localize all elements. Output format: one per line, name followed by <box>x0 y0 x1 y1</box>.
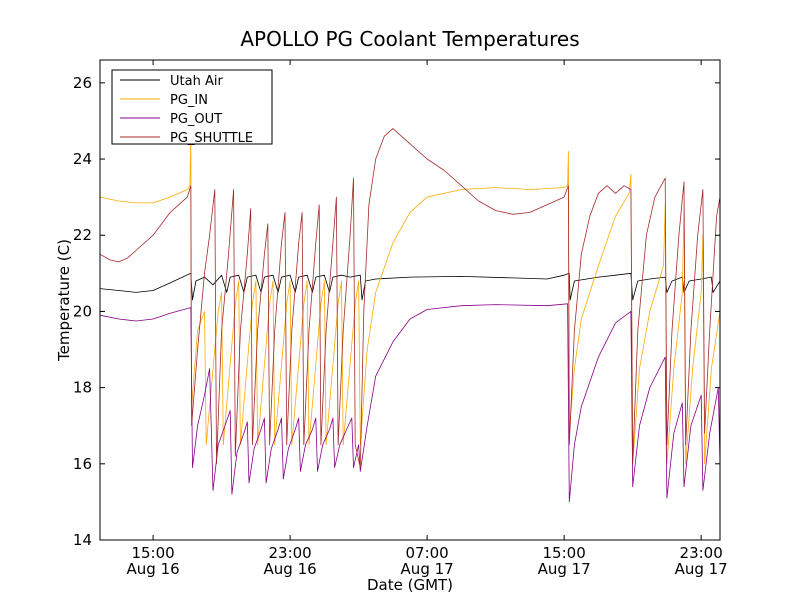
x-tick-label-time: 07:00 <box>406 544 449 562</box>
y-tick-label: 16 <box>73 455 92 473</box>
legend-items: Utah Air PG_IN PG_OUT PG_SHUTTLE <box>120 74 253 146</box>
x-tick-label-date: Aug 17 <box>538 560 591 578</box>
x-tick-label-date: Aug 16 <box>127 560 180 578</box>
x-tick-label-time: 15:00 <box>543 544 586 562</box>
y-tick-label: 18 <box>73 379 92 397</box>
plot-frame <box>99 59 721 541</box>
legend-label: PG_SHUTTLE <box>170 131 253 146</box>
legend-label: Utah Air <box>170 74 223 89</box>
series-layer <box>99 128 721 503</box>
y-tick-label: 24 <box>73 150 92 168</box>
x-tick-label-time: 23:00 <box>268 544 311 562</box>
x-tick-label-date: Aug 17 <box>401 560 454 578</box>
x-tick-label-time: 15:00 <box>131 544 174 562</box>
x-axis-label: Date (GMT) <box>367 576 453 594</box>
y-tick-label: 14 <box>73 531 92 549</box>
y-tick-label: 20 <box>73 302 92 320</box>
legend: Utah Air PG_IN PG_OUT PG_SHUTTLE <box>111 69 273 146</box>
y-axis-label: Temperature (C) <box>55 239 73 362</box>
x-tick-label-date: Aug 17 <box>675 560 728 578</box>
legend-box <box>111 69 273 145</box>
legend-label: PG_IN <box>170 93 208 108</box>
y-tick-label: 22 <box>73 226 92 244</box>
legend-label: PG_OUT <box>170 112 222 127</box>
chart-title: APOLLO PG Coolant Temperatures <box>240 27 579 51</box>
y-tick-label: 26 <box>73 74 92 92</box>
series-line-utah-air <box>99 272 721 301</box>
series-line-pg-shuttle <box>99 128 721 468</box>
series-line-pg-in <box>99 135 721 465</box>
x-tick-label-date: Aug 16 <box>264 560 317 578</box>
series-line-pg-out <box>99 303 721 503</box>
x-tick-label-time: 23:00 <box>680 544 723 562</box>
